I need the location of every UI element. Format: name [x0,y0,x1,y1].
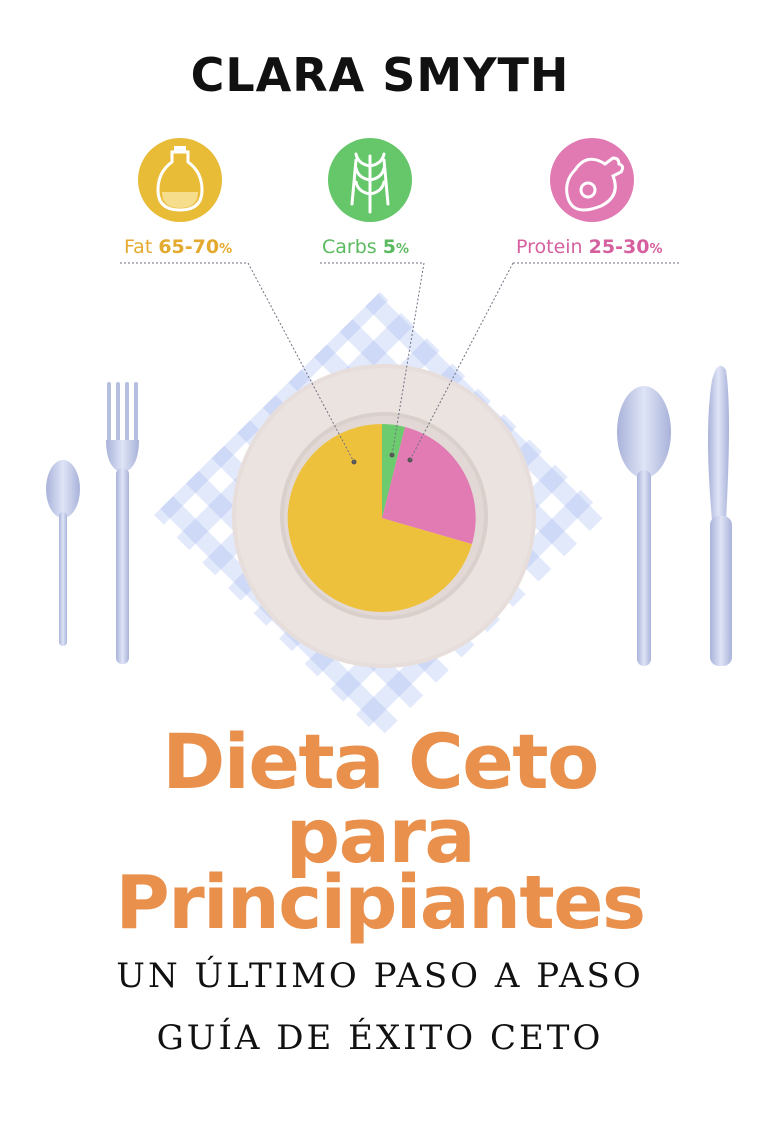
macro-name-fat: Fat [124,236,153,258]
macro-unit-protein: % [649,242,663,257]
macro-label-carbs: Carbs 5% [322,236,409,258]
macro-pie-chart [287,423,476,612]
pie-slice-carbs [382,424,405,518]
ham-leg-icon [550,138,634,222]
macro-label-protein: Protein 25-30% [516,236,662,258]
macro-unit-carbs: % [395,242,409,257]
macro-unit-fat: % [219,242,233,257]
macro-name-protein: Protein [516,236,583,258]
macro-value-carbs: 5 [382,236,396,258]
knife [708,365,732,666]
author-name: CLARA SMYTH [190,48,570,102]
title-line-2: para [285,791,476,880]
subtitle-line-1: UN ÚLTIMO PASO A PASO [116,956,644,996]
wheat-icon [328,138,412,222]
macro-value-protein: 25-30 [588,236,650,258]
macro-value-fat: 65-70 [158,236,220,258]
macro-label-fat: Fat 65-70% [124,236,232,258]
pie-slice-fat [287,423,472,612]
macro-name-carbs: Carbs [322,236,377,258]
subtitle-line-2: GUÍA DE ÉXITO CETO [156,1018,604,1058]
pie-slice-protein [382,427,476,544]
title-line-3: Principiantes [115,860,646,946]
leader-lines [120,262,680,463]
teaspoon [46,460,80,646]
fork [106,382,139,664]
tablespoon [617,386,671,666]
title-line-1: Dieta Ceto [162,717,599,806]
oil-jug-icon [138,138,222,222]
